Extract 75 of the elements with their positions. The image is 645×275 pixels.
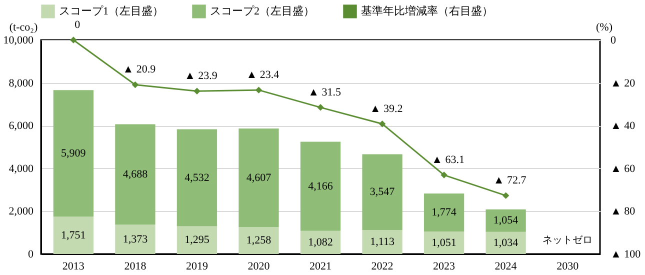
bar xyxy=(53,216,94,254)
bar xyxy=(238,227,279,254)
data-label: 4,166 xyxy=(308,180,334,192)
legend-label: スコープ2（左目盛） xyxy=(210,4,314,18)
bar xyxy=(176,129,218,226)
data-label: 1,113 xyxy=(370,236,395,248)
x-tick-label: 2020 xyxy=(248,260,270,272)
data-label: 1,258 xyxy=(246,234,272,247)
bar xyxy=(362,230,402,254)
bar xyxy=(424,194,464,232)
data-label: ▲ 23.9 xyxy=(184,70,218,82)
y2-tick-label: ▲ 100 xyxy=(610,248,642,260)
bar xyxy=(238,128,279,228)
bar xyxy=(300,142,341,231)
point xyxy=(317,104,324,111)
legend-label: スコープ1（左目盛） xyxy=(59,4,164,18)
x-tick-label: 2013 xyxy=(62,260,85,272)
data-label: ▲ 63.1 xyxy=(432,154,464,166)
y-tick-label: 0 xyxy=(28,248,34,260)
annotation: ネットゼロ xyxy=(542,235,593,246)
bar xyxy=(115,224,156,254)
x-tick-label: 2023 xyxy=(433,260,456,272)
y2-tick-label: ▲ 40 xyxy=(610,120,636,132)
data-label: ▲ 23.4 xyxy=(246,69,280,82)
data-label: 4,532 xyxy=(184,172,210,184)
data-label: 4,688 xyxy=(122,168,148,180)
data-label: 1,774 xyxy=(432,206,457,219)
point xyxy=(502,192,510,199)
bar xyxy=(486,209,526,232)
y2-axis-title: (%) xyxy=(596,22,613,34)
data-label: ▲ 31.5 xyxy=(308,86,342,98)
bar xyxy=(176,226,218,254)
data-label: 1,373 xyxy=(122,233,148,246)
y-tick-label: 2,000 xyxy=(8,206,34,218)
data-label: 0 xyxy=(74,19,81,31)
x-tick-label: 2024 xyxy=(494,260,518,272)
x-tick-label: 2021 xyxy=(310,260,332,272)
y2-tick-label: ▲ 20 xyxy=(610,77,636,90)
data-label: ▲ 20.9 xyxy=(122,64,156,76)
y-tick-label: 6,000 xyxy=(8,120,34,132)
data-label: 1,051 xyxy=(432,236,456,249)
bar xyxy=(53,90,94,217)
point xyxy=(194,88,200,94)
y2-tick-label: ▲ 80 xyxy=(610,206,636,218)
x-tick-label: 2019 xyxy=(186,260,208,272)
bar xyxy=(486,232,526,254)
y-tick-label: 8,000 xyxy=(8,77,34,90)
data-label: ▲ 39.2 xyxy=(370,102,403,115)
bar xyxy=(424,232,464,254)
data-label: 3,547 xyxy=(370,186,396,198)
bar xyxy=(362,154,402,230)
data-label: 1,054 xyxy=(493,214,519,227)
legend-label: 基準年比増減率（右目盛） xyxy=(361,4,493,18)
x-tick-label: 2022 xyxy=(371,260,394,272)
point xyxy=(70,36,77,44)
y-tick-label: 10,000 xyxy=(3,34,34,46)
y2-tick-label: 0 xyxy=(610,34,616,46)
point xyxy=(132,81,139,88)
y-axis-title: (t-co₂) xyxy=(9,22,38,34)
data-label: 1,751 xyxy=(61,229,86,242)
x-tick-label: 2030 xyxy=(556,260,580,272)
point xyxy=(378,120,386,128)
bar xyxy=(300,230,341,254)
x-tick-label: 2018 xyxy=(124,260,147,272)
data-label: 5,909 xyxy=(61,147,86,160)
data-label: 1,034 xyxy=(493,236,519,249)
data-label: ▲ 72.7 xyxy=(493,174,527,187)
data-label: 1,295 xyxy=(184,234,210,246)
point xyxy=(255,86,262,94)
y2-tick-label: ▲ 60 xyxy=(610,162,636,175)
point xyxy=(440,172,448,178)
y-tick-label: 4,000 xyxy=(8,162,34,175)
bar xyxy=(115,124,156,225)
data-label: 4,607 xyxy=(246,172,272,184)
data-label: 1,082 xyxy=(308,236,333,248)
